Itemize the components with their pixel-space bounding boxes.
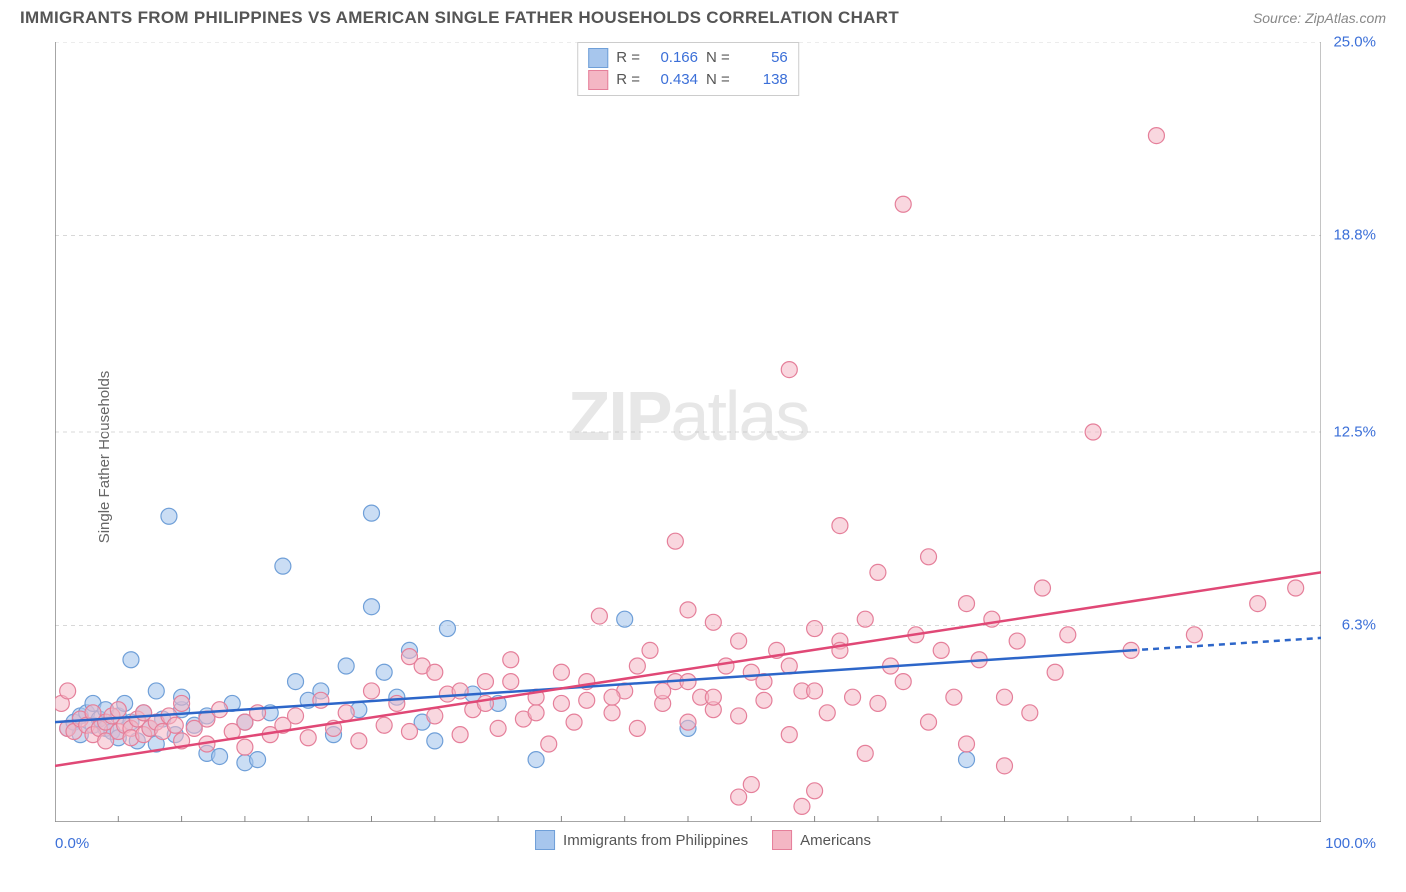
series-legend: Immigrants from Philippines Americans [535, 830, 871, 850]
y-tick-label: 18.8% [1333, 227, 1376, 244]
swatch-americans [772, 830, 792, 850]
y-tick-label: 12.5% [1333, 424, 1376, 441]
chart-container: Single Father Households ZIPatlas R = 0.… [0, 32, 1406, 882]
n-value-americans: 138 [738, 69, 788, 91]
swatch-americans [588, 70, 608, 90]
x-axis-min-label: 0.0% [55, 835, 89, 852]
title-bar: IMMIGRANTS FROM PHILIPPINES VS AMERICAN … [0, 0, 1406, 32]
n-label: N = [706, 69, 730, 91]
r-value-americans: 0.434 [648, 69, 698, 91]
swatch-philippines [535, 830, 555, 850]
swatch-philippines [588, 48, 608, 68]
legend-row-philippines: R = 0.166 N = 56 [588, 47, 788, 69]
r-label: R = [616, 47, 640, 69]
x-axis-max-label: 100.0% [1325, 835, 1376, 852]
y-tick-label: 25.0% [1333, 34, 1376, 51]
n-value-philippines: 56 [738, 47, 788, 69]
r-label: R = [616, 69, 640, 91]
scatter-plot-svg [55, 42, 1321, 822]
chart-title: IMMIGRANTS FROM PHILIPPINES VS AMERICAN … [20, 8, 899, 28]
legend-label-americans: Americans [800, 832, 871, 849]
legend-row-americans: R = 0.434 N = 138 [588, 69, 788, 91]
plot-area: ZIPatlas R = 0.166 N = 56 R = 0.434 N = … [55, 42, 1321, 822]
source-attribution: Source: ZipAtlas.com [1253, 10, 1386, 26]
correlation-legend: R = 0.166 N = 56 R = 0.434 N = 138 [577, 42, 799, 96]
legend-label-philippines: Immigrants from Philippines [563, 832, 748, 849]
legend-item-americans: Americans [772, 830, 871, 850]
legend-item-philippines: Immigrants from Philippines [535, 830, 748, 850]
n-label: N = [706, 47, 730, 69]
y-tick-label: 6.3% [1342, 617, 1376, 634]
r-value-philippines: 0.166 [648, 47, 698, 69]
